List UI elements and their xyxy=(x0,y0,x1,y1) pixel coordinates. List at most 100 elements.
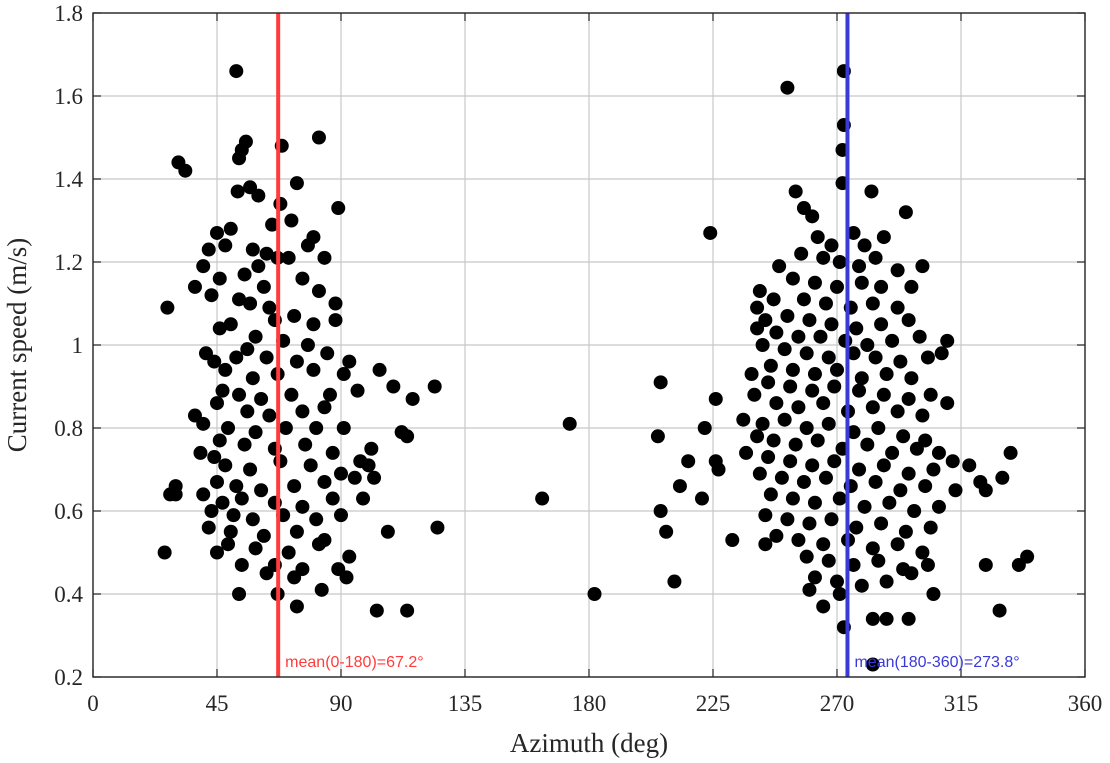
data-point xyxy=(813,329,828,344)
data-point xyxy=(287,308,302,323)
data-point xyxy=(347,470,362,485)
data-point xyxy=(372,362,387,377)
y-tick-label: 1.2 xyxy=(54,250,83,275)
data-point xyxy=(940,333,955,348)
data-point xyxy=(794,246,809,261)
data-point xyxy=(653,375,668,390)
data-point xyxy=(766,292,781,307)
data-point xyxy=(852,462,867,477)
data-point xyxy=(948,483,963,498)
data-point xyxy=(896,429,911,444)
data-point xyxy=(978,557,993,572)
data-point xyxy=(248,541,263,556)
data-point xyxy=(334,466,348,481)
data-point xyxy=(306,362,321,377)
data-point xyxy=(703,225,718,240)
data-point xyxy=(945,454,960,469)
data-point xyxy=(232,587,247,601)
data-point xyxy=(256,528,271,543)
data-point xyxy=(336,421,351,435)
data-point xyxy=(915,545,930,560)
data-point xyxy=(215,495,230,510)
data-point xyxy=(788,437,803,452)
data-point xyxy=(838,333,853,348)
data-point xyxy=(273,196,288,211)
data-point xyxy=(210,545,224,560)
data-point xyxy=(907,504,922,518)
data-point xyxy=(901,611,916,626)
data-point xyxy=(890,404,905,419)
data-point xyxy=(653,504,668,518)
data-point xyxy=(314,582,329,597)
data-point xyxy=(289,354,304,369)
x-tick-label: 45 xyxy=(206,691,229,716)
data-point xyxy=(846,225,861,240)
y-tick-label: 1.4 xyxy=(54,167,83,192)
data-point xyxy=(920,557,935,572)
data-point xyxy=(766,433,781,448)
data-point xyxy=(810,230,825,245)
data-point xyxy=(818,470,833,485)
data-point xyxy=(769,528,784,543)
data-point xyxy=(248,329,263,344)
data-point xyxy=(245,242,260,257)
data-point xyxy=(273,454,288,469)
data-point xyxy=(807,367,822,382)
data-point xyxy=(879,367,894,382)
data-point xyxy=(785,491,800,506)
data-point xyxy=(300,338,315,352)
data-point xyxy=(962,458,977,473)
data-point xyxy=(309,421,324,435)
data-point xyxy=(229,350,244,365)
data-point xyxy=(198,346,213,361)
data-point xyxy=(281,250,296,265)
data-point xyxy=(909,441,924,456)
data-point xyxy=(212,433,227,448)
data-point xyxy=(818,296,833,311)
data-point xyxy=(229,64,244,79)
data-point xyxy=(204,504,219,518)
data-point xyxy=(901,391,916,406)
data-point xyxy=(259,246,274,261)
y-tick-label: 0.8 xyxy=(54,416,83,441)
data-point xyxy=(187,279,202,294)
data-point xyxy=(802,516,817,531)
x-tick-label: 90 xyxy=(330,691,353,716)
data-point xyxy=(788,184,803,199)
data-point xyxy=(278,421,293,435)
data-point xyxy=(744,367,759,382)
data-point xyxy=(672,479,687,494)
data-point xyxy=(807,275,822,290)
y-tick-labels: 0.2 0.4 0.6 0.8 1 1.2 1.4 1.6 1.8 xyxy=(54,1,1085,690)
data-point xyxy=(229,479,244,494)
data-point xyxy=(1020,549,1035,564)
data-point xyxy=(807,495,822,510)
data-point xyxy=(864,184,879,199)
x-tick-labels: 0 45 90 135 180 225 270 315 360 xyxy=(87,13,1102,716)
data-point xyxy=(780,308,795,323)
data-point xyxy=(218,362,233,377)
data-point xyxy=(810,433,825,448)
data-point xyxy=(802,313,817,328)
data-point xyxy=(218,458,233,473)
data-point xyxy=(430,520,445,535)
data-point xyxy=(827,454,842,469)
y-tick-label: 0.4 xyxy=(54,582,83,607)
data-point xyxy=(251,259,266,274)
data-point xyxy=(846,557,861,572)
data-point xyxy=(303,458,318,473)
data-point xyxy=(882,495,897,510)
data-point xyxy=(221,537,236,552)
data-point xyxy=(289,176,304,191)
data-point xyxy=(785,362,800,377)
data-point xyxy=(821,553,836,568)
data-point xyxy=(681,454,696,469)
data-point xyxy=(830,362,844,377)
data-point xyxy=(777,342,792,357)
data-point xyxy=(898,524,913,539)
data-point xyxy=(237,437,252,452)
data-point xyxy=(926,462,941,477)
data-point xyxy=(306,317,321,332)
data-point xyxy=(254,483,269,498)
